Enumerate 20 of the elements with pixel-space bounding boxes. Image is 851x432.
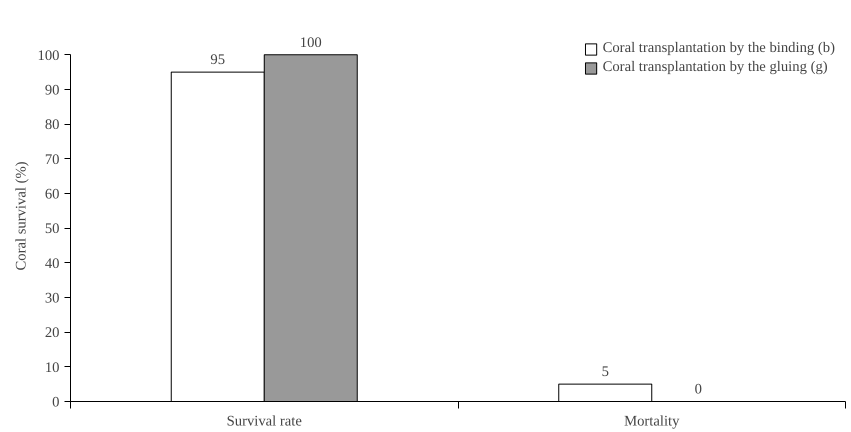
legend-label: Coral transplantation by the gluing (g) (602, 59, 828, 76)
y-tick-label: 50 (44, 221, 60, 238)
y-tick-label: 40 (44, 256, 60, 272)
y-axis-title: Coral survival (%) (14, 161, 30, 271)
data-label: 0 (694, 382, 702, 398)
x-tick-label: Survival rate (226, 414, 302, 430)
x-tick-label: Mortality (624, 414, 680, 430)
y-tick-label: 80 (44, 117, 60, 134)
y-tick-label: 20 (44, 325, 60, 342)
y-tick-label: 30 (44, 290, 60, 306)
data-label: 5 (602, 364, 609, 380)
legend-label: Coral transplantation by the binding (b) (602, 40, 835, 57)
data-label: 95 (210, 52, 226, 68)
data-label: 100 (300, 34, 322, 51)
y-tick-label: 100 (38, 48, 60, 64)
y-tick-label: 90 (44, 82, 60, 98)
y-tick-label: 70 (44, 152, 60, 168)
y-tick-label: 10 (44, 360, 60, 376)
y-tick-label: 60 (44, 186, 60, 202)
y-tick-label: 0 (52, 394, 60, 410)
